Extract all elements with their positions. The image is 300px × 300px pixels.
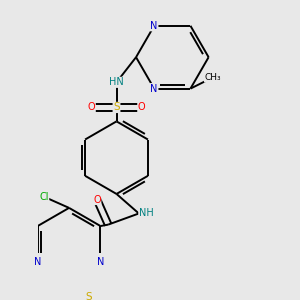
Text: S: S (85, 292, 92, 300)
Text: NH: NH (139, 208, 154, 218)
Text: N: N (34, 257, 41, 267)
Text: N: N (97, 257, 104, 267)
Text: HN: HN (109, 77, 124, 87)
Text: O: O (93, 194, 101, 205)
Text: N: N (151, 84, 158, 94)
Text: Cl: Cl (39, 192, 49, 202)
Text: S: S (113, 102, 120, 112)
Text: CH₃: CH₃ (205, 73, 221, 82)
Text: O: O (138, 102, 146, 112)
Text: N: N (151, 21, 158, 31)
Text: O: O (88, 102, 95, 112)
